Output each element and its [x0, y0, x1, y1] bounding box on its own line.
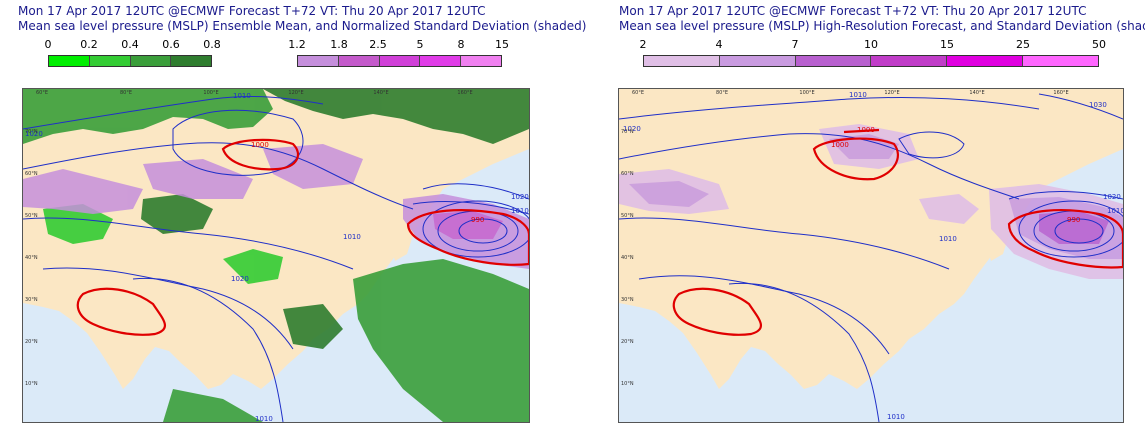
left-lat-0: 70°N: [25, 129, 38, 135]
left-lat-4: 30°N: [25, 297, 38, 303]
right-tick-0: 2: [639, 38, 647, 51]
green-colorbar-segment-1: [89, 56, 131, 66]
purple-tick-2: 2.5: [369, 38, 387, 51]
left-lat-3: 40°N: [25, 255, 38, 261]
left-red-isobars: [76, 138, 529, 336]
green-colorbar-segment-3: [171, 56, 211, 66]
right-colorbar-segment-3: [871, 56, 948, 66]
right-lon-3: 120°E: [884, 90, 900, 96]
right-colorbar-segment-2: [795, 56, 872, 66]
right-colorbar-segment-0: [644, 56, 720, 66]
right-colorbar: [643, 55, 1099, 67]
left-map-svg: 1010 1020 1000 990 1010 1020 1010 1020 1…: [23, 89, 529, 422]
right-clabel-6: 1010: [1107, 207, 1123, 215]
right-land-mass: [619, 89, 1123, 389]
right-lat-1: 60°N: [621, 171, 634, 177]
left-lon-0: 60°E: [35, 90, 49, 96]
right-tick-5: 25: [1016, 38, 1030, 51]
right-lon-4: 140°E: [969, 90, 985, 96]
purple-colorbar-segment-1: [338, 56, 380, 66]
right-clabel-8: 1010: [939, 235, 957, 243]
green-tick-4: 0.8: [203, 38, 221, 51]
left-clabel-2: 1000: [251, 141, 269, 149]
purple-tick-5: 15: [495, 38, 509, 51]
purple-colorbar-segment-3: [420, 56, 462, 66]
right-lat-5: 20°N: [621, 339, 634, 345]
right-title-line1: Mon 17 Apr 2017 12UTC @ECMWF Forecast T+…: [619, 4, 1087, 18]
right-lat-3: 40°N: [621, 255, 634, 261]
right-clabel-2: 1030: [1089, 101, 1107, 109]
right-panel: Mon 17 Apr 2017 12UTC @ECMWF Forecast T+…: [583, 0, 1145, 439]
right-lat-6: 10°N: [621, 381, 634, 387]
right-tick-1: 4: [715, 38, 723, 51]
right-colorbar-segment-1: [719, 56, 796, 66]
left-title-line1: Mon 17 Apr 2017 12UTC @ECMWF Forecast T+…: [18, 4, 486, 18]
right-tick-3: 10: [864, 38, 878, 51]
right-lat-4: 30°N: [621, 297, 634, 303]
left-clabel-4: 1010: [511, 207, 529, 215]
right-red-isobars: [672, 128, 1123, 336]
green-tick-3: 0.6: [162, 38, 180, 51]
green-colorbar: [48, 55, 212, 67]
left-clabel-8: 1010: [255, 415, 273, 422]
right-colorbar-segment-5: [1023, 56, 1098, 66]
left-clabel-7: 1020: [231, 275, 249, 283]
left-isobars: [23, 96, 529, 422]
right-clabel-1: 1020: [623, 125, 641, 133]
right-contour-labels: 1010 1020 1030 1000 1000 990 1010 1020 1…: [623, 91, 1123, 421]
left-contour-labels: 1010 1020 1000 990 1010 1020 1010 1020 1…: [25, 92, 529, 422]
right-tick-4: 15: [940, 38, 954, 51]
left-map: 1010 1020 1000 990 1010 1020 1010 1020 1…: [22, 88, 530, 423]
right-lon-5: 160°E: [1053, 90, 1069, 96]
left-lon-4: 140°E: [373, 90, 389, 96]
purple-colorbar-segment-0: [298, 56, 339, 66]
left-lon-5: 160°E: [457, 90, 473, 96]
right-lon-1: 80°E: [715, 90, 729, 96]
right-tick-2: 7: [791, 38, 799, 51]
left-lon-3: 120°E: [288, 90, 304, 96]
right-clabel-3: 1000: [857, 126, 875, 134]
right-clabel-5: 990: [1067, 216, 1080, 224]
purple-colorbar: [297, 55, 502, 67]
left-clabel-1: 1020: [25, 130, 43, 138]
right-colorbar-segment-4: [947, 56, 1024, 66]
right-lon-2: 100°E: [799, 90, 815, 96]
right-tick-6: 50: [1092, 38, 1106, 51]
right-lat-0: 70°N: [621, 129, 634, 135]
green-tick-1: 0.2: [80, 38, 98, 51]
green-tick-0: 0: [44, 38, 52, 51]
purple-tick-1: 1.8: [330, 38, 348, 51]
left-panel: Mon 17 Apr 2017 12UTC @ECMWF Forecast T+…: [0, 0, 586, 439]
left-clabel-0: 1010: [233, 92, 251, 100]
right-clabel-4: 1000: [831, 141, 849, 149]
right-clabel-0: 1010: [849, 91, 867, 99]
purple-colorbar-segment-4: [461, 56, 501, 66]
right-isobars: [619, 93, 1123, 422]
right-lat-2: 50°N: [621, 213, 634, 219]
green-colorbar-segment-2: [130, 56, 172, 66]
left-lat-6: 10°N: [25, 381, 38, 387]
right-map-svg: 1010 1020 1030 1000 1000 990 1010 1020 1…: [619, 89, 1123, 422]
right-clabel-7: 1020: [1103, 193, 1121, 201]
purple-tick-4: 8: [457, 38, 465, 51]
purple-tick-0: 1.2: [288, 38, 306, 51]
left-lon-2: 100°E: [203, 90, 219, 96]
left-clabel-6: 1010: [343, 233, 361, 241]
left-lat-2: 50°N: [25, 213, 38, 219]
right-title-line2: Mean sea level pressure (MSLP) High-Reso…: [619, 19, 1145, 33]
left-clabel-3: 990: [471, 216, 484, 224]
left-clabel-5: 1020: [511, 193, 529, 201]
left-green-shading: [23, 89, 529, 422]
purple-colorbar-segment-2: [379, 56, 421, 66]
left-lon-1: 80°E: [119, 90, 133, 96]
left-title-line2: Mean sea level pressure (MSLP) Ensemble …: [18, 19, 587, 33]
purple-tick-3: 5: [416, 38, 424, 51]
green-tick-2: 0.4: [121, 38, 139, 51]
right-map: 1010 1020 1030 1000 1000 990 1010 1020 1…: [618, 88, 1124, 423]
left-lat-1: 60°N: [25, 171, 38, 177]
green-colorbar-segment-0: [49, 56, 90, 66]
right-lon-0: 60°E: [631, 90, 645, 96]
left-lat-5: 20°N: [25, 339, 38, 345]
right-clabel-9: 1010: [887, 413, 905, 421]
